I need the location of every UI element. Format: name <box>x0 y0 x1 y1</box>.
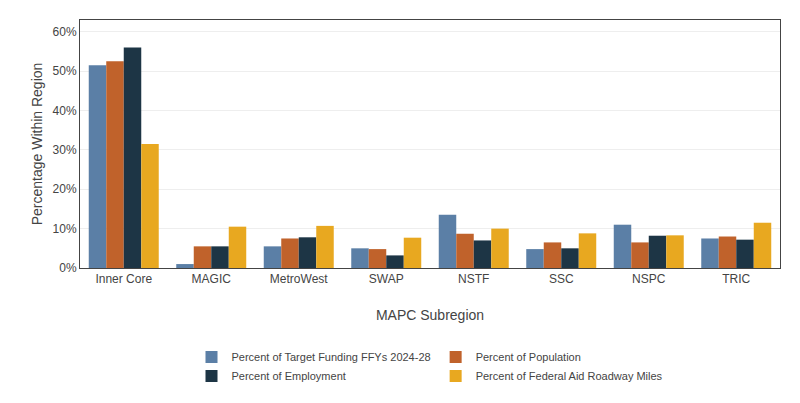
svg-text:40%: 40% <box>53 104 77 118</box>
svg-text:NSTF: NSTF <box>458 272 489 286</box>
svg-text:SSC: SSC <box>549 272 574 286</box>
svg-text:TRIC: TRIC <box>722 272 750 286</box>
svg-text:Inner Core: Inner Core <box>95 272 152 286</box>
svg-text:10%: 10% <box>53 222 77 236</box>
svg-text:NSPC: NSPC <box>632 272 666 286</box>
svg-text:50%: 50% <box>53 64 77 78</box>
svg-text:Percent of Population: Percent of Population <box>476 351 581 363</box>
svg-text:Percent of Employment: Percent of Employment <box>232 370 346 382</box>
svg-text:MAPC Subregion: MAPC Subregion <box>376 307 484 323</box>
svg-text:Percent of Federal Aid Roadway: Percent of Federal Aid Roadway Miles <box>476 370 663 382</box>
svg-text:0%: 0% <box>59 261 77 275</box>
svg-text:20%: 20% <box>53 182 77 196</box>
svg-text:SWAP: SWAP <box>369 272 404 286</box>
svg-text:MetroWest: MetroWest <box>270 272 328 286</box>
svg-text:30%: 30% <box>53 143 77 157</box>
svg-text:Percent of Target Funding FFYs: Percent of Target Funding FFYs 2024-28 <box>232 351 431 363</box>
svg-text:60%: 60% <box>53 25 77 39</box>
svg-text:MAGIC: MAGIC <box>192 272 232 286</box>
svg-text:Percentage Within Region: Percentage Within Region <box>29 63 45 226</box>
